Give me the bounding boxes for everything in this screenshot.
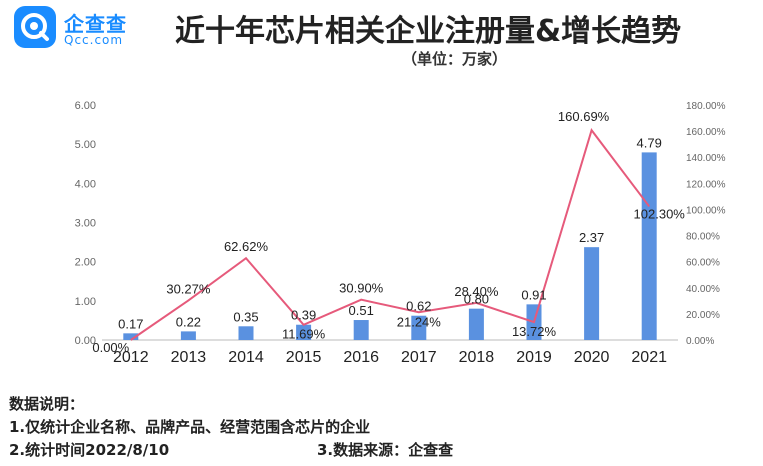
notes-source: 3.数据来源：企查查 bbox=[317, 441, 454, 459]
bar bbox=[468, 308, 484, 340]
bar-value-label: 0.17 bbox=[118, 316, 143, 331]
brand-name: 企查查 bbox=[64, 12, 127, 36]
data-notes: 数据说明： 1.仅统计企业名称、品牌产品、经营范围含芯片的企业 2.统计时间20… bbox=[9, 393, 453, 462]
y-right-tick-label: 80.00% bbox=[686, 232, 720, 243]
y-right-tick-label: 40.00% bbox=[686, 284, 720, 295]
growth-line bbox=[130, 128, 650, 341]
x-tick-label: 2013 bbox=[171, 349, 207, 366]
line-value-label: 13.72% bbox=[512, 324, 557, 339]
brand-logo: 企查查 Qcc.com bbox=[14, 6, 164, 50]
x-tick-label: 2014 bbox=[228, 349, 264, 366]
x-tick-label: 2018 bbox=[459, 349, 495, 366]
bar bbox=[353, 320, 369, 340]
line-value-label: 30.90% bbox=[339, 281, 384, 296]
y-left-tick-label: 0.00 bbox=[75, 335, 96, 347]
chart-title: 近十年芯片相关企业注册量&增长趋势 bbox=[175, 14, 682, 49]
bar-value-label: 0.80 bbox=[464, 292, 489, 307]
y-left-tick-label: 4.00 bbox=[75, 178, 96, 190]
line-value-label: 21.24% bbox=[397, 314, 442, 329]
bar bbox=[641, 152, 657, 340]
y-right-tick-label: 0.00% bbox=[686, 336, 714, 347]
x-tick-label: 2017 bbox=[401, 349, 437, 366]
bar-value-label: 0.22 bbox=[176, 314, 201, 329]
line-value-label: 30.27% bbox=[166, 281, 211, 296]
notes-line-2: 2.统计时间2022/8/10 3.数据来源：企查查 bbox=[9, 439, 453, 462]
y-right-tick-label: 60.00% bbox=[686, 258, 720, 269]
x-tick-label: 2021 bbox=[631, 349, 667, 366]
bar bbox=[584, 247, 600, 340]
y-left-tick-label: 2.00 bbox=[75, 257, 96, 269]
notes-line-1: 1.仅统计企业名称、品牌产品、经营范围含芯片的企业 bbox=[9, 418, 371, 436]
y-right-tick-label: 100.00% bbox=[686, 205, 726, 216]
line-value-label: 160.69% bbox=[558, 109, 610, 124]
y-left-tick-label: 3.00 bbox=[75, 218, 96, 230]
bar-value-label: 0.35 bbox=[233, 309, 258, 324]
x-tick-label: 2015 bbox=[286, 349, 322, 366]
notes-stat-time: 2.统计时间2022/8/10 bbox=[9, 441, 170, 459]
line-value-label: 28.40% bbox=[454, 284, 499, 299]
y-left-tick-label: 6.00 bbox=[75, 100, 96, 112]
line-value-label: 102.30% bbox=[634, 206, 686, 221]
brand-domain: Qcc.com bbox=[64, 33, 124, 47]
line-value-label: 11.69% bbox=[282, 327, 326, 342]
y-right-tick-label: 140.00% bbox=[686, 153, 726, 164]
qcc-logo-icon bbox=[14, 6, 56, 48]
bar-value-label: 2.37 bbox=[579, 230, 604, 245]
chart-subtitle: （单位：万家） bbox=[402, 50, 508, 68]
y-right-tick-label: 120.00% bbox=[686, 179, 726, 190]
y-right-tick-label: 20.00% bbox=[686, 310, 720, 321]
x-tick-label: 2019 bbox=[516, 349, 552, 366]
y-left-tick-label: 5.00 bbox=[75, 139, 96, 151]
bar bbox=[411, 315, 427, 340]
notes-heading: 数据说明： bbox=[9, 395, 85, 413]
combo-chart: 0.00 1.00 2.00 3.00 4.00 5.00 6.00 0.00% 20.00% 4… bbox=[75, 100, 726, 366]
line-value-label: 62.62% bbox=[224, 239, 269, 254]
line-value-label: 0.00% bbox=[92, 340, 129, 355]
bar-value-label: 0.51 bbox=[349, 303, 374, 318]
bar bbox=[180, 331, 196, 340]
x-tick-label: 2012 bbox=[113, 349, 149, 366]
bar bbox=[238, 326, 254, 340]
bar bbox=[123, 333, 139, 340]
bar bbox=[296, 324, 312, 340]
bar-value-label: 4.79 bbox=[637, 135, 662, 150]
x-tick-label: 2020 bbox=[574, 349, 610, 366]
y-right-tick-label: 180.00% bbox=[686, 101, 726, 112]
y-left-tick-label: 1.00 bbox=[75, 296, 96, 308]
bar-value-label: 0.91 bbox=[521, 287, 546, 302]
x-tick-label: 2016 bbox=[343, 349, 379, 366]
y-right-tick-label: 160.00% bbox=[686, 127, 726, 138]
bar-value-label: 0.62 bbox=[406, 299, 431, 314]
bar-value-label: 0.39 bbox=[291, 308, 316, 323]
